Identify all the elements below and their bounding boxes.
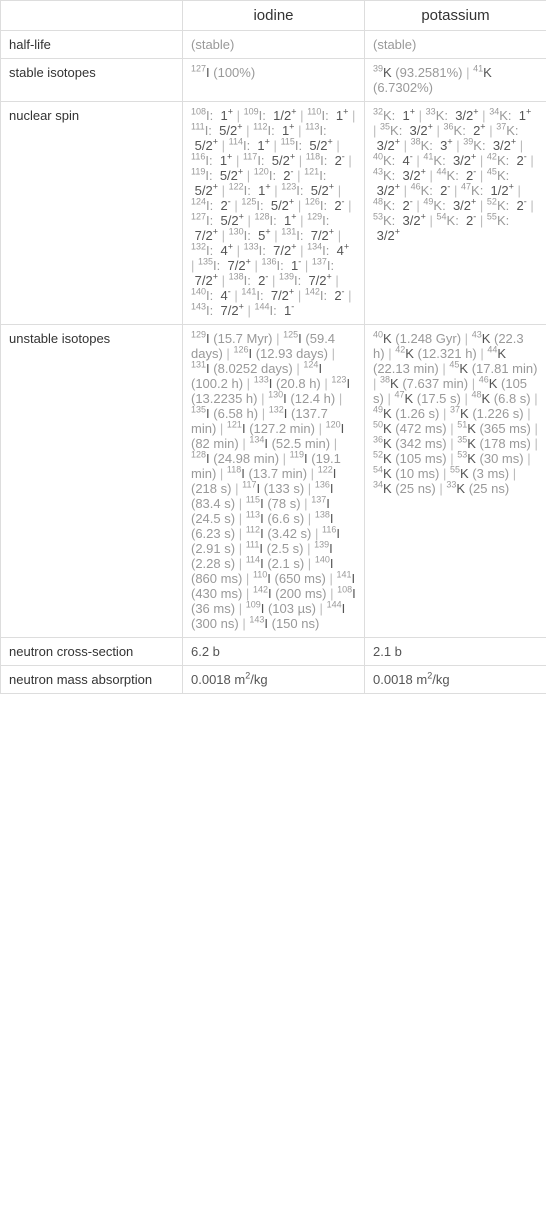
nma-iodine: 0.0018 m2/kg	[183, 666, 365, 694]
halflife-potassium: (stable)	[365, 31, 546, 59]
row-label: neutron cross-section	[1, 638, 183, 666]
row-unstable: unstable isotopes 129I (15.7 Myr) | 125I…	[1, 325, 546, 638]
stable-iodine: 127I (100%)	[183, 59, 365, 102]
row-label: neutron mass absorption	[1, 666, 183, 694]
row-nma: neutron mass absorption 0.0018 m2/kg 0.0…	[1, 666, 546, 694]
row-ncs: neutron cross-section 6.2 b 2.1 b	[1, 638, 546, 666]
ncs-iodine: 6.2 b	[183, 638, 365, 666]
stable-potassium: 39K (93.2581%) | 41K (6.7302%)	[365, 59, 546, 102]
header-col2: potassium	[365, 1, 546, 31]
row-label: nuclear spin	[1, 102, 183, 325]
header-row: iodine potassium	[1, 1, 546, 31]
unstable-iodine: 129I (15.7 Myr) | 125I (59.4 days) | 126…	[183, 325, 365, 638]
unstable-potassium: 40K (1.248 Gyr) | 43K (22.3 h) | 42K (12…	[365, 325, 546, 638]
spin-iodine: 108I: 1+ | 109I: 1/2+ | 110I: 1+ | 111I:…	[183, 102, 365, 325]
row-halflife: half-life (stable) (stable)	[1, 31, 546, 59]
row-label: half-life	[1, 31, 183, 59]
spin-potassium: 32K: 1+ | 33K: 3/2+ | 34K: 1+ | 35K: 3/2…	[365, 102, 546, 325]
row-label: stable isotopes	[1, 59, 183, 102]
halflife-iodine: (stable)	[183, 31, 365, 59]
row-stable: stable isotopes 127I (100%) 39K (93.2581…	[1, 59, 546, 102]
header-col1: iodine	[183, 1, 365, 31]
ncs-potassium: 2.1 b	[365, 638, 546, 666]
header-blank	[1, 1, 183, 31]
row-label: unstable isotopes	[1, 325, 183, 638]
nma-potassium: 0.0018 m2/kg	[365, 666, 546, 694]
row-spin: nuclear spin 108I: 1+ | 109I: 1/2+ | 110…	[1, 102, 546, 325]
properties-table: iodine potassium half-life (stable) (sta…	[0, 0, 546, 694]
